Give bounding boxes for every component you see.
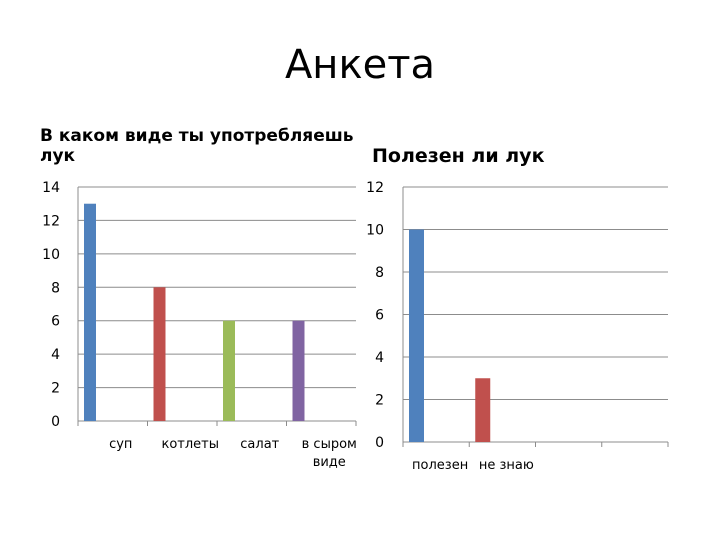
chart1-ytick-label: 14: [42, 180, 60, 196]
chart2-ytick-label: 2: [375, 393, 384, 409]
chart2-ytick-label: 10: [366, 223, 384, 239]
chart2-category-label: не знаю: [479, 458, 534, 473]
chart1-title: В каком виде ты употребляешь лук: [40, 126, 354, 166]
chart1-category-label: в сыром виде: [302, 437, 357, 470]
chart2-bar-2: [475, 378, 491, 442]
chart2-ytick-label: 0: [375, 435, 384, 451]
slide-title: Анкета: [284, 42, 436, 88]
chart2-ytick-label: 8: [375, 265, 384, 281]
chart2-bar-1: [409, 229, 424, 442]
chart2-ytick-label: 12: [366, 180, 384, 196]
chart1-ytick-label: 6: [51, 314, 60, 330]
chart1-ytick-label: 10: [42, 247, 60, 263]
chart1-ytick-label: 2: [51, 381, 60, 397]
chart1-bar-2: [153, 287, 166, 421]
chart2-ytick-label: 6: [375, 308, 384, 324]
chart2-title: Полезен ли лук: [372, 145, 545, 167]
chart2-category-label: полезен: [412, 458, 468, 473]
chart2-ytick-label: 4: [375, 350, 384, 366]
chart1-ytick-label: 4: [51, 347, 60, 363]
chart1-ytick-label: 0: [51, 414, 60, 430]
chart1-category-label: суп: [109, 437, 132, 452]
chart1-bar-1: [84, 203, 96, 421]
chart1-category-label: котлеты: [161, 437, 219, 452]
chart1-bar-4: [292, 320, 305, 421]
chart1-ytick-label: 8: [51, 280, 60, 296]
chart1-bar-3: [223, 320, 235, 421]
chart1-category-label: салат: [240, 437, 279, 452]
chart1-ytick-label: 12: [42, 213, 60, 229]
